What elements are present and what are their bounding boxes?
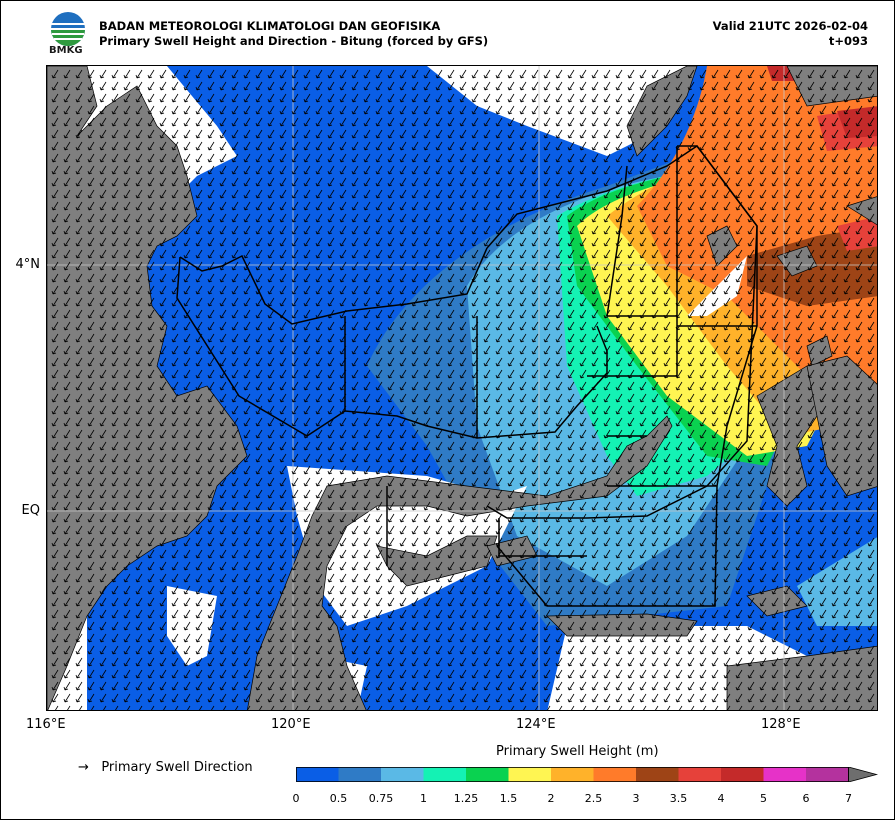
land-sula (546, 613, 698, 637)
colorbar-segment (508, 767, 552, 782)
colorbar-level-label: 2.5 (584, 792, 603, 805)
zone-inner-1 (587, 315, 678, 377)
agency-title: BADAN METEOROLOGI KLIMATOLOGI DAN GEOFIS… (99, 19, 441, 33)
colorbar-segment (806, 767, 849, 782)
zone-west (176, 256, 608, 439)
colorbar-level-label: 4 (717, 792, 725, 805)
colorbar-level-label: 0.5 (329, 792, 348, 805)
colorbar-level-label: 3.5 (669, 792, 688, 805)
direction-legend-label: Primary Swell Direction (101, 760, 253, 775)
lead-time: t+093 (828, 34, 868, 48)
zone-central (486, 144, 758, 519)
colorbar-level-label: 1.5 (499, 792, 518, 805)
colorbar-segment (678, 767, 722, 782)
colorbar-border (296, 767, 849, 782)
product-title: Primary Swell Height and Direction - Bit… (99, 34, 489, 48)
land-borneo (47, 66, 248, 710)
arrow-legend-icon: → (78, 760, 89, 775)
swell-map (46, 65, 878, 711)
colorbar (296, 767, 879, 782)
land-north (786, 66, 877, 107)
y-tick-4n: 4°N (15, 257, 41, 272)
warning-zone-boundaries (176, 144, 758, 607)
y-tick-eq: EQ (21, 503, 40, 518)
colorbar-segment (423, 767, 467, 782)
colorbar-segment (338, 767, 382, 782)
colorbar-title: Primary Swell Height (m) (496, 744, 659, 759)
colorbar-segment (381, 767, 424, 782)
colorbar-level-label: 0.75 (368, 792, 394, 805)
colorbar-segment (551, 767, 594, 782)
colorbar-level-label: 2 (547, 792, 555, 805)
valid-time: Valid 21UTC 2026-02-04 (712, 19, 868, 33)
land-ne-island (846, 196, 877, 226)
colorbar-level-label: 3 (632, 792, 640, 805)
x-tick-120: 120°E (271, 717, 311, 732)
colorbar-level-label: 1 (420, 792, 427, 805)
zone-west-top (179, 247, 488, 325)
bmkg-logo (51, 12, 85, 46)
colorbar-segment (721, 767, 764, 782)
colorbar-level-label: 0 (292, 792, 300, 805)
land-sulawesi-south (376, 535, 498, 587)
land-southeast (726, 645, 877, 710)
valid-block: Valid 21UTC 2026-02-04 t+093 (713, 19, 868, 49)
x-tick-128: 128°E (761, 717, 801, 732)
x-tick-116: 116°E (26, 717, 66, 732)
colorbar-segment (466, 767, 509, 782)
swell-direction-arrows (51, 69, 875, 710)
colorbar-extend-arrow (848, 767, 879, 782)
colorbar-level-label: 1.25 (453, 792, 479, 805)
colorbar-level-label: 7 (845, 792, 852, 805)
direction-legend: → Primary Swell Direction (78, 760, 253, 775)
zone-north-small (606, 165, 628, 317)
swell-field-1-south (797, 537, 877, 626)
zone-south-2 (498, 518, 587, 557)
colorbar-level-label: 6 (802, 792, 810, 805)
colorbar-segment (593, 767, 637, 782)
colorbar-segment (636, 767, 679, 782)
land-mindanao (626, 66, 698, 157)
title-block: BADAN METEOROLOGI KLIMATOLOGI DAN GEOFIS… (99, 19, 488, 49)
logo-text: BMKG (49, 45, 83, 56)
colorbar-level-label: 5 (760, 792, 767, 805)
colorbar-segment (763, 767, 807, 782)
zone-east (496, 145, 758, 607)
swell-field-4-north (837, 106, 877, 138)
colorbar-segment (296, 767, 339, 782)
x-tick-124: 124°E (516, 717, 556, 732)
land-sulawesi (247, 415, 673, 710)
